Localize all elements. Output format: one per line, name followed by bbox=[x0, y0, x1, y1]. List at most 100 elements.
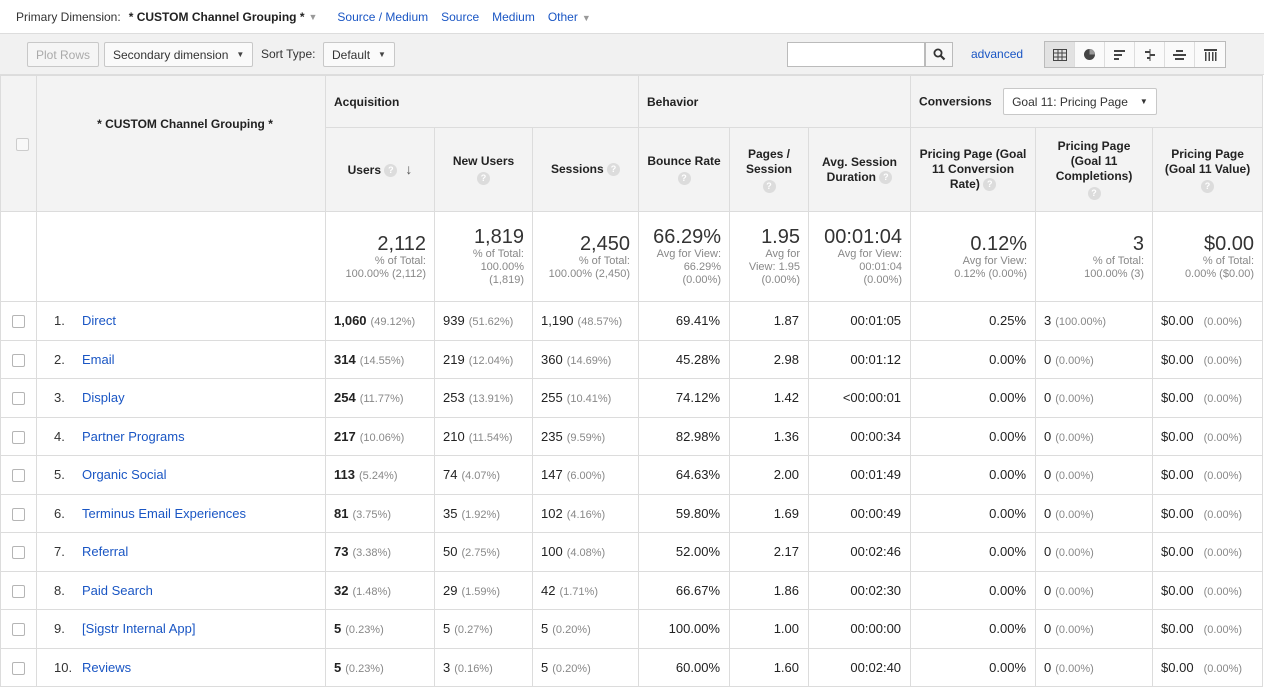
row-checkbox[interactable] bbox=[12, 584, 25, 598]
row-index: 4. bbox=[54, 428, 65, 444]
cell-new-users: 74 (4.07%) bbox=[434, 455, 533, 495]
cell-bounce-rate: 60.00% bbox=[638, 647, 730, 687]
cell-new-users: 3 (0.16%) bbox=[434, 647, 533, 687]
table-view-icon[interactable] bbox=[1045, 42, 1075, 67]
sessions-value: 235 bbox=[541, 428, 563, 444]
goal-value-value: $0.00 bbox=[1161, 582, 1194, 598]
help-icon[interactable]: ? bbox=[762, 179, 776, 193]
col-header-completions[interactable]: Pricing Page (Goal 11 Completions)? bbox=[1035, 127, 1154, 212]
row-checkbox[interactable] bbox=[12, 430, 25, 444]
cell-users: 254 (11.77%) bbox=[325, 378, 435, 418]
help-icon[interactable]: ? bbox=[983, 178, 997, 192]
goal-select[interactable]: Goal 11: Pricing Page ▼ bbox=[1003, 88, 1157, 115]
completions-pct: (0.00%) bbox=[1055, 624, 1094, 637]
cell-completions: 0 (0.00%) bbox=[1035, 416, 1154, 456]
col-header-users[interactable]: Users ? ↓ bbox=[325, 127, 435, 212]
col-header-conversion-rate[interactable]: Pricing Page (Goal 11 Conversion Rate) ? bbox=[910, 127, 1037, 212]
comparison-view-icon[interactable] bbox=[1135, 42, 1165, 67]
col-header-goal-value[interactable]: Pricing Page (Goal 11 Value)? bbox=[1152, 127, 1264, 212]
row-checkbox[interactable] bbox=[12, 353, 25, 367]
col-header-pages-session[interactable]: Pages / Session? bbox=[729, 127, 809, 212]
row-checkbox[interactable] bbox=[12, 623, 25, 637]
row-channel-link[interactable]: Display bbox=[82, 390, 125, 406]
row-channel-link[interactable]: Partner Programs bbox=[82, 428, 185, 444]
row-checkbox[interactable] bbox=[12, 315, 25, 329]
cell-goal-value: $0.00 (0.00%) bbox=[1152, 378, 1264, 418]
plot-rows-button[interactable]: Plot Rows bbox=[27, 42, 100, 67]
sessions-pct: (0.20%) bbox=[552, 624, 591, 637]
row-checkbox[interactable] bbox=[12, 546, 25, 560]
new-users-pct: (1.92%) bbox=[461, 508, 500, 521]
cell-bounce-rate: 69.41% bbox=[638, 301, 730, 341]
col-header-avg-duration[interactable]: Avg. Session Duration ? bbox=[807, 127, 912, 212]
performance-view-icon[interactable] bbox=[1105, 42, 1135, 67]
total-caption: % of Total: bbox=[374, 254, 426, 267]
help-icon[interactable]: ? bbox=[384, 163, 398, 177]
goal-value-value: $0.00 bbox=[1161, 505, 1194, 521]
select-all-checkbox[interactable] bbox=[16, 137, 29, 151]
cell-conversion-rate: 0.00% bbox=[910, 609, 1037, 649]
total-caption: Avg for View: bbox=[962, 254, 1028, 267]
row-channel-link[interactable]: Reviews bbox=[82, 659, 132, 675]
row-channel-link[interactable]: Paid Search bbox=[82, 582, 153, 598]
row-checkbox[interactable] bbox=[12, 507, 25, 521]
row-dimension: 10. Reviews bbox=[36, 647, 326, 687]
row-index: 9. bbox=[54, 621, 65, 637]
help-icon[interactable]: ? bbox=[1201, 179, 1215, 193]
row-check-cell bbox=[0, 455, 37, 495]
chevron-down-icon: ▼ bbox=[581, 12, 591, 23]
table-row: 1. Direct 1,060 (49.12%) 939 (51.62%) 1,190 (48… bbox=[0, 301, 1264, 341]
row-check-cell bbox=[0, 378, 37, 418]
help-icon[interactable]: ? bbox=[879, 170, 893, 184]
advanced-filter-link[interactable]: advanced bbox=[971, 47, 1024, 61]
total-caption: 100.00% bbox=[480, 261, 524, 273]
pivot-view-icon[interactable] bbox=[1195, 42, 1225, 67]
row-index: 1. bbox=[54, 313, 65, 329]
term-cloud-view-icon[interactable] bbox=[1165, 42, 1195, 67]
users-pct: (5.24%) bbox=[358, 470, 398, 483]
help-icon[interactable]: ? bbox=[677, 172, 691, 185]
dimension-header[interactable]: * CUSTOM Channel Grouping * bbox=[36, 75, 326, 212]
row-channel-link[interactable]: [Sigstr Internal App] bbox=[82, 621, 196, 637]
cell-bounce-rate: 64.63% bbox=[638, 455, 730, 495]
completions-value: 3 bbox=[1044, 313, 1052, 329]
row-channel-link[interactable]: Terminus Email Experiences bbox=[82, 505, 247, 521]
row-check-cell bbox=[0, 301, 37, 341]
primary-link-source[interactable]: Source bbox=[441, 9, 480, 24]
col-header-sessions[interactable]: Sessions ? bbox=[532, 127, 639, 212]
chevron-down-icon[interactable]: ▼ bbox=[308, 11, 318, 22]
row-channel-link[interactable]: Direct bbox=[82, 313, 116, 329]
help-icon[interactable]: ? bbox=[607, 163, 621, 177]
pie-view-icon[interactable] bbox=[1075, 42, 1105, 67]
completions-pct: (0.00%) bbox=[1055, 585, 1094, 598]
cell-bounce-rate: 59.80% bbox=[638, 493, 730, 533]
row-channel-link[interactable]: Referral bbox=[82, 544, 129, 560]
search-button[interactable] bbox=[925, 42, 953, 67]
row-checkbox[interactable] bbox=[12, 469, 25, 483]
row-checkbox[interactable] bbox=[12, 392, 25, 406]
sessions-pct: (48.57%) bbox=[577, 316, 623, 329]
row-channel-link[interactable]: Organic Social bbox=[82, 467, 167, 483]
magnifier-icon bbox=[933, 48, 945, 61]
help-icon[interactable]: ? bbox=[477, 172, 490, 185]
primary-dimension-current[interactable]: * CUSTOM Channel Grouping * bbox=[128, 9, 305, 24]
table-row: 10. Reviews 5 (0.23%) 3 (0.16%) 5 (0.20%) 60.00%… bbox=[0, 647, 1264, 687]
row-channel-link[interactable]: Email bbox=[82, 351, 115, 367]
table-search-input[interactable] bbox=[787, 42, 925, 67]
primary-link-medium[interactable]: Medium bbox=[492, 9, 535, 24]
totals-check-cell bbox=[0, 211, 37, 302]
cell-completions: 0 (0.00%) bbox=[1035, 455, 1154, 495]
primary-link-other[interactable]: Other ▼ bbox=[548, 10, 591, 24]
row-index: 5. bbox=[54, 467, 65, 483]
users-value: 5 bbox=[334, 659, 342, 675]
col-header-new-users[interactable]: New Users? bbox=[434, 127, 533, 212]
col-header-bounce-rate[interactable]: Bounce Rate? bbox=[638, 127, 730, 212]
row-checkbox[interactable] bbox=[12, 661, 25, 675]
sort-type-select[interactable]: Default ▼ bbox=[323, 42, 395, 67]
secondary-dimension-button[interactable]: Secondary dimension ▼ bbox=[104, 42, 254, 67]
primary-link-source-medium[interactable]: Source / Medium bbox=[337, 9, 429, 24]
cell-users: 113 (5.24%) bbox=[325, 455, 435, 495]
help-icon[interactable]: ? bbox=[1087, 187, 1101, 200]
total-sessions: 2,450% of Total: 100.00% (2,450) bbox=[532, 211, 639, 302]
cell-conversion-rate: 0.00% bbox=[910, 339, 1037, 379]
